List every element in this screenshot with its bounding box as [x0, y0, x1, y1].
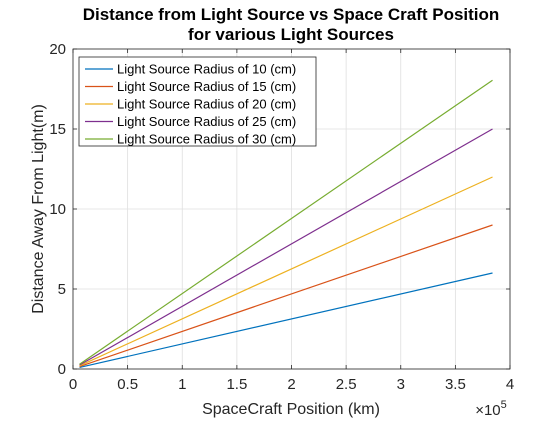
x-tick-label: 3.5 — [445, 376, 466, 393]
chart-title-line-1: Distance from Light Source vs Space Craf… — [83, 5, 500, 24]
y-tick-label: 10 — [49, 201, 66, 218]
x-tick-label: 2.5 — [336, 376, 357, 393]
legend-label-4: Light Source Radius of 25 (cm) — [117, 114, 296, 129]
x-tick-label: 0 — [69, 376, 77, 393]
x-axis-exponent-label: ×105 — [475, 399, 507, 419]
series-line-2 — [79, 224, 493, 368]
series-line-4 — [79, 128, 493, 366]
legend-label-2: Light Source Radius of 15 (cm) — [117, 79, 296, 94]
x-tick-label: 4 — [506, 376, 514, 393]
axis-ticks — [72, 48, 511, 370]
y-tick-label: 20 — [49, 41, 66, 58]
series-lines — [79, 79, 493, 368]
y-tick-label: 15 — [49, 121, 66, 138]
legend-box — [78, 56, 317, 147]
x-tick-label: 3 — [397, 376, 405, 393]
x-axis-exponent-power: 5 — [501, 399, 507, 411]
series-line-5 — [79, 79, 493, 365]
y-axis-label: Distance Away From Light(m) — [30, 104, 47, 314]
legend-label-5: Light Source Radius of 30 (cm) — [117, 132, 296, 147]
legend: Light Source Radius of 10 (cm) Light Sour… — [78, 56, 317, 147]
legend-label-1: Light Source Radius of 10 (cm) — [117, 62, 296, 77]
x-tick-labels: 0 0.5 1 1.5 2 2.5 3 3.5 4 — [69, 376, 514, 393]
x-tick-label: 1.5 — [226, 376, 247, 393]
x-tick-label: 1 — [178, 376, 186, 393]
x-axis-label: SpaceCraft Position (km) — [202, 401, 380, 418]
y-tick-label: 0 — [58, 361, 66, 378]
series-line-3 — [79, 176, 493, 367]
y-tick-label: 5 — [58, 281, 66, 298]
series-line-1 — [79, 272, 493, 368]
x-axis-exponent-base: ×10 — [475, 402, 500, 419]
legend-label-3: Light Source Radius of 20 (cm) — [117, 97, 296, 112]
chart-title-line-2: for various Light Sources — [188, 25, 394, 44]
y-tick-labels: 0 5 10 15 20 — [49, 41, 66, 378]
x-tick-label: 0.5 — [117, 376, 138, 393]
x-tick-label: 2 — [287, 376, 295, 393]
